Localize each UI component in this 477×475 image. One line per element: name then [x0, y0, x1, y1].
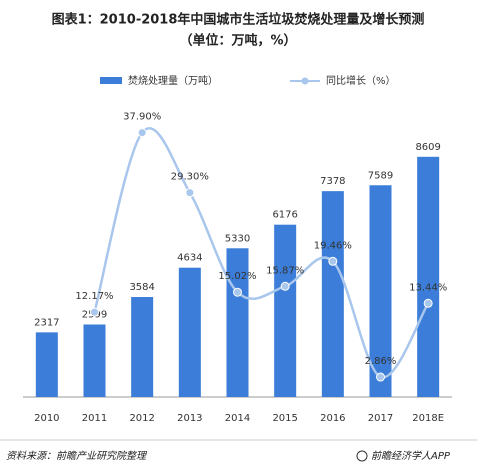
- growth-point: [328, 256, 338, 266]
- growth-value-label: 12.17%: [75, 291, 113, 302]
- growth-point: [233, 287, 242, 297]
- growth-point: [376, 372, 385, 382]
- legend-swatch: [301, 77, 309, 85]
- x-tick-label: 2013: [177, 413, 202, 424]
- chart-title: 图表1：2010-2018年中国城市生活垃圾焚烧处理量及增长预测: [52, 12, 425, 28]
- bar-value-label: 6176: [272, 210, 297, 221]
- bar-value-label: 7589: [368, 170, 393, 181]
- bar-value-label: 2317: [34, 317, 59, 328]
- bar-value-label: 5330: [225, 233, 250, 244]
- x-tick-label: 2016: [320, 413, 345, 424]
- growth-point: [90, 307, 99, 317]
- legend-swatch: [100, 77, 122, 84]
- bar: [369, 185, 392, 397]
- legend-label: 同比增长（%）: [326, 74, 396, 87]
- x-tick-label: 2014: [225, 413, 250, 424]
- growth-point: [185, 188, 195, 198]
- growth-point: [423, 298, 433, 308]
- x-tick-label: 2015: [272, 413, 297, 424]
- bar-value-label: 7378: [320, 176, 345, 187]
- bar: [417, 156, 440, 397]
- bar: [178, 267, 201, 397]
- legend-label: 焚烧处理量（万吨）: [128, 74, 218, 87]
- bar-value-label: 4634: [177, 253, 202, 264]
- bar: [35, 332, 58, 397]
- growth-value-label: 15.87%: [266, 265, 304, 276]
- bar: [274, 224, 297, 397]
- bar-value-label: 8609: [415, 142, 440, 153]
- growth-point: [280, 281, 290, 291]
- logo-icon: [356, 450, 368, 462]
- x-tick-label: 2012: [129, 413, 154, 424]
- chart-subtitle: （单位：万吨，%）: [179, 33, 296, 49]
- growth-point: [137, 128, 147, 138]
- growth-value-label: 2.86%: [365, 356, 397, 367]
- bar: [83, 324, 106, 397]
- growth-value-label: 19.46%: [314, 240, 352, 251]
- x-tick-label: 2010: [34, 413, 59, 424]
- growth-value-label: 13.44%: [409, 282, 447, 293]
- footer: 前瞻经济学人APP: [371, 450, 451, 462]
- bar: [321, 191, 344, 397]
- x-tick-label: 2017: [368, 413, 393, 424]
- growth-value-label: 15.02%: [218, 271, 256, 282]
- x-tick-label: 2011: [82, 413, 107, 424]
- bar-value-label: 3584: [129, 282, 154, 293]
- x-tick-label: 2018E: [412, 413, 444, 424]
- growth-value-label: 37.90%: [123, 112, 161, 123]
- source: 资料来源：前瞻产业研究院整理: [6, 450, 148, 462]
- bar: [131, 297, 154, 397]
- growth-value-label: 29.30%: [171, 172, 209, 183]
